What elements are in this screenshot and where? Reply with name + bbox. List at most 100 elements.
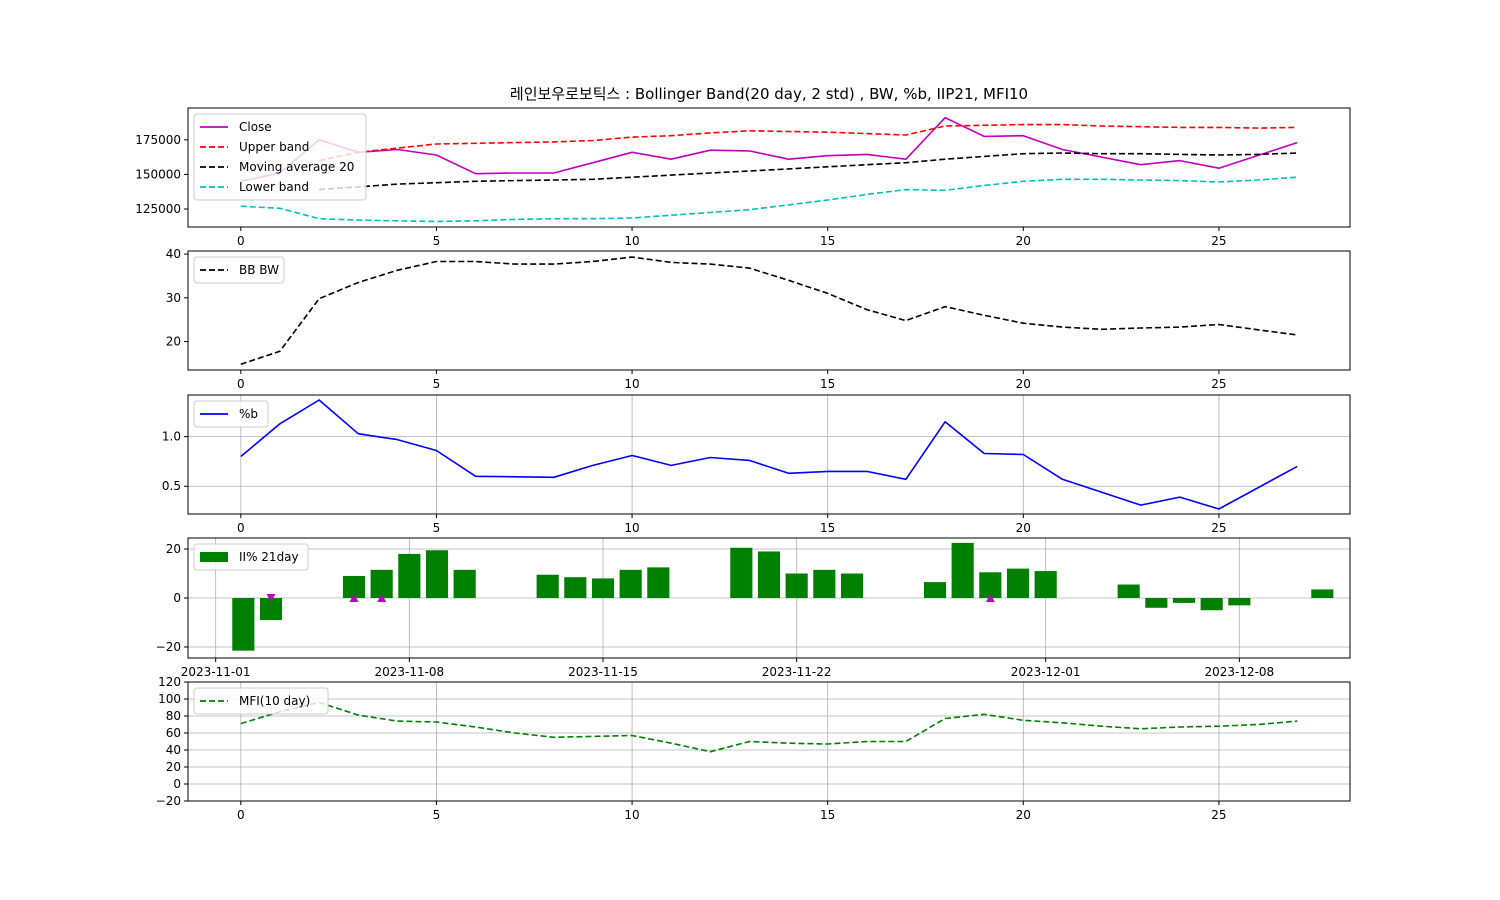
legend: Close Upper band Moving average 20 Lower ba…: [193, 113, 367, 201]
x-tick-label-3: 15: [820, 521, 835, 535]
legend: II% 21day: [193, 543, 309, 571]
bar-2023-11-30: [1006, 568, 1030, 598]
bar-2023-12-07: [1200, 598, 1223, 611]
x-tick-label-0: 0: [237, 521, 245, 535]
panel-iip21: 2023-11-01 2023-11-08 2023-11-15 2023-11-22…: [156, 537, 1351, 679]
axes-frame: [187, 107, 1351, 228]
series-lower-band: [240, 176, 1298, 223]
bar-2023-11-08: [398, 553, 421, 598]
x-tick-label-2: 10: [624, 377, 639, 391]
y-tick-label-6: 100: [158, 692, 181, 706]
x-tick-label-5: 25: [1211, 521, 1226, 535]
x-tick-label-3: 15: [820, 377, 835, 391]
x-tick-label-5: 25: [1211, 808, 1226, 822]
bar-2023-11-06: [342, 575, 366, 598]
bar-2023-11-23: [813, 569, 836, 598]
x-tick-label-2: 10: [624, 808, 639, 822]
legend: %b: [193, 400, 269, 428]
legend-box: [193, 543, 309, 571]
y-tick-label-0: 125000: [135, 202, 181, 216]
y-tick-label-2: 40: [166, 247, 181, 261]
y-tick-label-1: 1.0: [162, 430, 181, 444]
bar-2023-11-15: [591, 578, 615, 598]
series-bb-bw: [240, 256, 1298, 366]
y-tick-label-5: 80: [166, 709, 181, 723]
x-tick-label-5: 25: [1211, 377, 1226, 391]
marker-triangle-up-2: [377, 594, 387, 602]
x-tick-label-2: 10: [624, 521, 639, 535]
y-tick-label-1: 0: [173, 777, 181, 791]
x-tick-label-4: 2023-12-01: [1011, 665, 1081, 679]
x-tick-label-1: 5: [433, 377, 441, 391]
axes-frame: [187, 250, 1351, 371]
legend: MFI(10 day): [193, 687, 329, 715]
y-tick-label-0: 0.5: [162, 479, 181, 493]
x-tick-label-2: 2023-11-15: [568, 665, 638, 679]
bar-2023-12-06: [1172, 598, 1196, 603]
axes-frame: [187, 394, 1351, 515]
panel-mfi10: 0 5 10 15 20 25 −20 0 20 40 60 80 100 120 MFI(10 day): [156, 675, 1351, 822]
legend-box: [193, 687, 329, 715]
y-tick-label-1: 0: [173, 591, 181, 605]
marker-triangle-up-1: [349, 594, 359, 602]
x-tick-label-1: 5: [433, 808, 441, 822]
y-tick-label-2: 175000: [135, 133, 181, 147]
x-tick-label-5: 25: [1211, 234, 1226, 248]
legend-label-0: %b: [239, 407, 258, 421]
bar-2023-11-24: [840, 573, 864, 598]
y-tick-label-1: 150000: [135, 167, 181, 181]
legend: BB BW: [193, 256, 285, 284]
legend-label-2: Moving average 20: [239, 160, 354, 174]
x-tick-label-1: 2023-11-08: [374, 665, 444, 679]
bar-2023-11-02: [232, 598, 255, 651]
y-tick-label-2: 20: [166, 760, 181, 774]
bar-2023-11-10: [453, 569, 476, 598]
bar-2023-11-09: [425, 550, 449, 598]
bar-2023-11-07: [370, 569, 393, 598]
panel-percent-b: 0 5 10 15 20 25 0.5 1.0 %b: [162, 394, 1351, 535]
bar-2023-12-05: [1145, 598, 1168, 608]
series-moving-average-20: [319, 152, 1298, 191]
bar-2023-11-17: [647, 567, 670, 598]
bar-2023-11-21: [757, 551, 781, 598]
figure-title: 레인보우로보틱스 : Bollinger Band(20 day, 2 std)…: [510, 85, 1028, 103]
legend-box: [193, 113, 367, 201]
y-tick-label-4: 60: [166, 726, 181, 740]
x-tick-label-1: 5: [433, 521, 441, 535]
series--b: [240, 399, 1298, 510]
x-tick-label-4: 20: [1016, 808, 1031, 822]
y-tick-label-0: 20: [166, 335, 181, 349]
x-tick-label-0: 2023-11-01: [181, 665, 251, 679]
series-close: [240, 116, 1298, 183]
x-tick-label-3: 2023-11-22: [762, 665, 832, 679]
y-tick-label-1: 30: [166, 291, 181, 305]
bar-2023-12-11: [1311, 589, 1334, 598]
axes-frame: [187, 681, 1351, 802]
bar-2023-11-27: [923, 582, 947, 598]
legend-swatch-0: [200, 552, 228, 562]
x-tick-label-5: 2023-12-08: [1204, 665, 1274, 679]
legend-label-0: BB BW: [239, 263, 279, 277]
bar-2023-12-08: [1228, 598, 1251, 606]
bar-2023-11-29: [979, 572, 1002, 598]
bar-2023-12-04: [1117, 584, 1140, 598]
x-tick-label-0: 0: [237, 377, 245, 391]
legend-box: [193, 400, 269, 428]
x-tick-label-4: 20: [1016, 521, 1031, 535]
x-tick-label-0: 0: [237, 808, 245, 822]
legend-label-1: Upper band: [239, 140, 309, 154]
bar-2023-11-03: [259, 598, 283, 621]
x-tick-label-0: 0: [237, 234, 245, 248]
bar-2023-11-13: [536, 574, 559, 598]
y-tick-label-7: 120: [158, 675, 181, 689]
y-tick-label-3: 40: [166, 743, 181, 757]
panel-bandwidth: 0 5 10 15 20 25 20 30 40 BB BW: [166, 247, 1351, 391]
bar-2023-12-01: [1034, 571, 1057, 598]
x-tick-label-3: 15: [820, 234, 835, 248]
x-tick-label-1: 5: [433, 234, 441, 248]
panel-bollinger: 0 5 10 15 20 25 125000 150000 175000 Close Upper b…: [135, 107, 1351, 248]
bar-2023-11-14: [564, 577, 587, 598]
x-tick-label-3: 15: [820, 808, 835, 822]
